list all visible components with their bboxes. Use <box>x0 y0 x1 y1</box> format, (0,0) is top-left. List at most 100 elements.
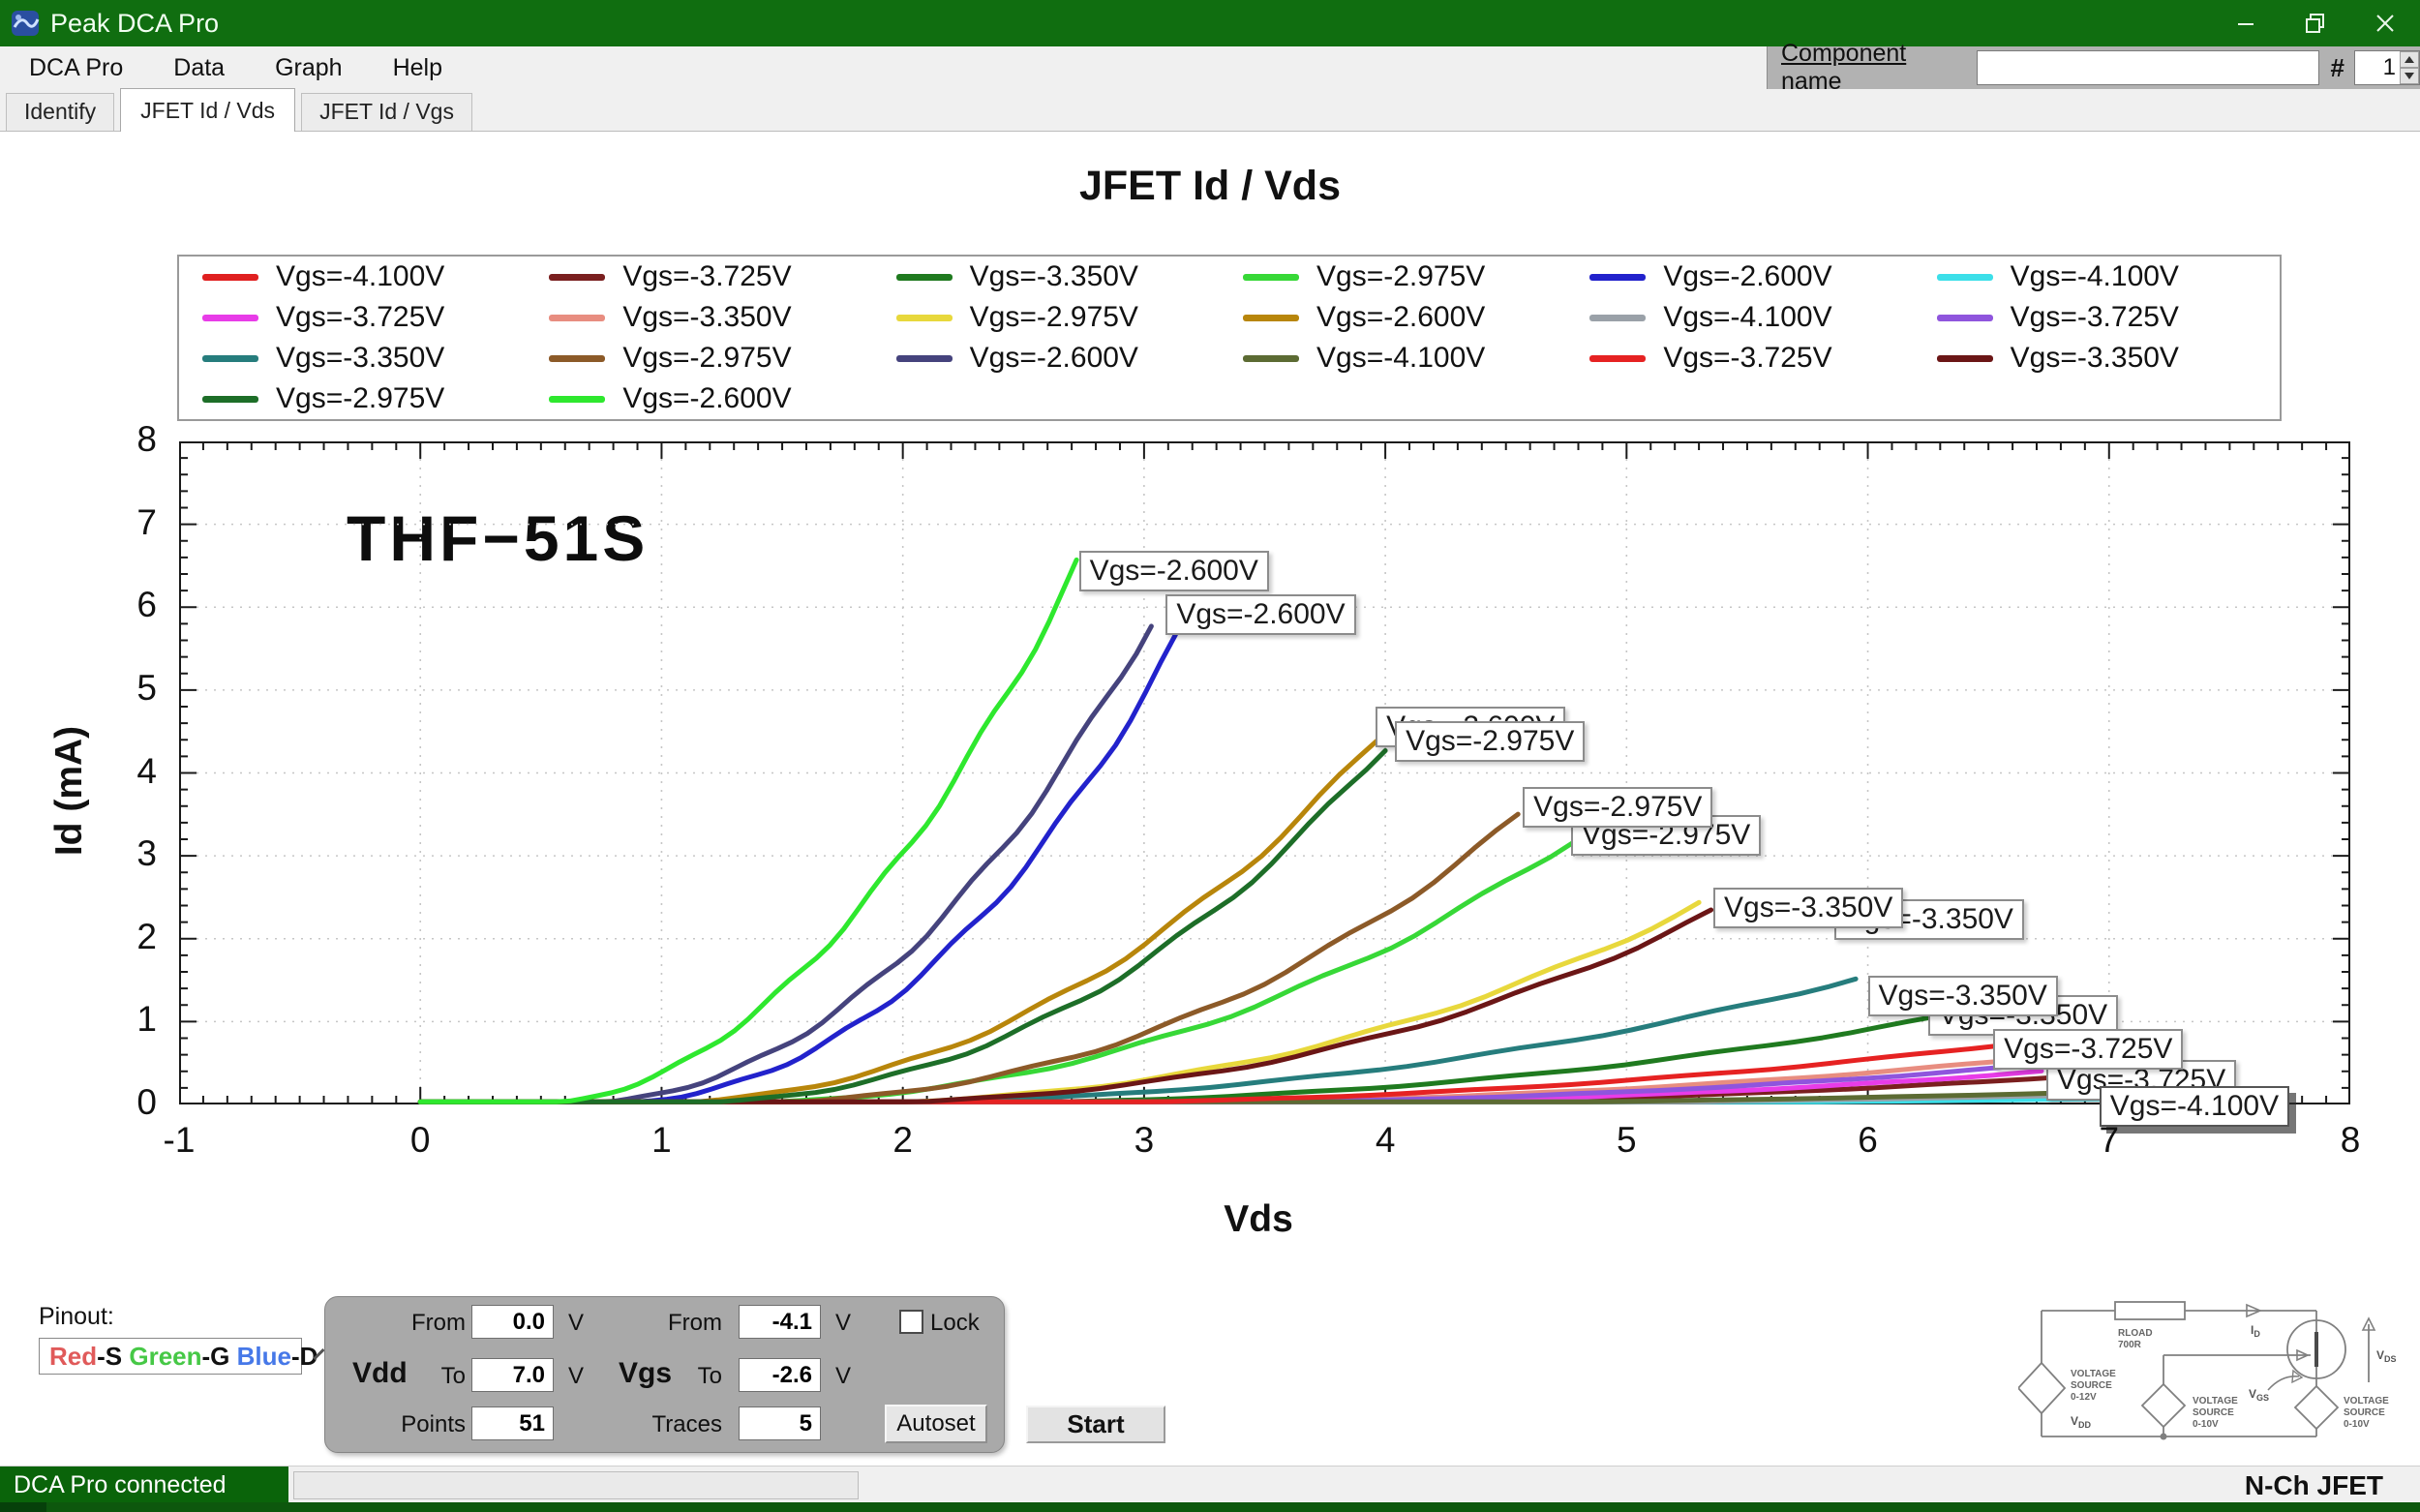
title-bar: Peak DCA Pro <box>0 0 2420 46</box>
vdd-to-input[interactable] <box>471 1358 554 1392</box>
legend-entry: Vgs=-2.600V <box>1229 297 1576 338</box>
tab-identify[interactable]: Identify <box>6 93 115 131</box>
legend-swatch <box>1243 273 1299 281</box>
legend-entry: Vgs=-3.350V <box>535 297 882 338</box>
spinner-down-button[interactable] <box>2400 68 2419 84</box>
component-annotation: THF−51S <box>347 502 650 574</box>
status-bar: DCA Pro connected N-Ch JFET <box>0 1466 2420 1503</box>
curve-end-label: Vgs=-2.975V <box>1395 720 1586 762</box>
close-button[interactable] <box>2350 0 2420 46</box>
legend-swatch <box>895 273 953 281</box>
plot-area: Vgs=-2.600VVgs=-2.600VVgs=-2.600VVgs=-2.… <box>179 441 2350 1128</box>
curve-end-label: Vgs=-3.725V <box>1993 1029 2184 1071</box>
legend-swatch <box>202 395 258 403</box>
legend-label: Vgs=-4.100V <box>2010 260 2179 292</box>
spinner-up-button[interactable] <box>2400 51 2419 68</box>
legend-entry: Vgs=-2.975V <box>883 297 1229 338</box>
tab-bar: Identify JFET Id / Vds JFET Id / Vgs <box>0 88 2420 132</box>
y-tick-label: 0 <box>136 1082 157 1122</box>
legend-swatch <box>1243 354 1299 362</box>
x-tick-label: 7 <box>2099 1120 2120 1160</box>
vgs-from-label: From <box>668 1310 722 1336</box>
component-number-spinner[interactable]: 1 <box>2354 50 2420 85</box>
vgs-label: Vgs <box>619 1357 673 1389</box>
menu-item-graph[interactable]: Graph <box>275 53 343 81</box>
vdd-label: Vdd <box>352 1357 408 1389</box>
pinout-label: Pinout: <box>39 1303 114 1330</box>
status-progress-panel <box>293 1471 859 1499</box>
measurement-circuit-diagram: RLOAD700RIDVDSVGSVOLTAGESOURCE0-12VVDDVO… <box>2018 1301 2397 1440</box>
legend-entry: Vgs=-4.100V <box>1229 338 1576 378</box>
pinout-part: Blue <box>236 1341 291 1371</box>
curve-end-label: Vgs=-2.975V <box>1523 787 1713 829</box>
minimize-button[interactable] <box>2211 0 2281 46</box>
traces-input[interactable] <box>739 1406 821 1440</box>
svg-text:VDD: VDD <box>2071 1414 2092 1430</box>
vgs-to-input[interactable] <box>739 1358 821 1392</box>
tab-jfet-id-vgs[interactable]: JFET Id / Vgs <box>301 93 472 131</box>
legend-swatch <box>1936 354 1993 362</box>
pinout-part: Red <box>49 1341 98 1371</box>
start-button[interactable]: Start <box>1026 1406 1165 1443</box>
legend-swatch <box>549 273 606 281</box>
svg-text:VOLTAGE: VOLTAGE <box>2071 1369 2116 1379</box>
legend-label: Vgs=-4.100V <box>1316 342 1486 374</box>
vgs-from-input[interactable] <box>739 1305 821 1339</box>
x-tick-label: 2 <box>892 1120 913 1160</box>
legend-swatch <box>895 354 953 362</box>
menu-item-dca-pro[interactable]: DCA Pro <box>29 53 124 81</box>
lock-label: Lock <box>930 1310 980 1336</box>
app-icon <box>12 11 40 36</box>
vdd-to-label: To <box>440 1363 466 1389</box>
bottom-accent-strip <box>0 1502 2420 1512</box>
legend-swatch <box>1589 314 1647 321</box>
svg-text:RLOAD: RLOAD <box>2118 1328 2153 1339</box>
y-tick-label: 1 <box>136 999 157 1040</box>
lock-checkbox[interactable] <box>899 1310 923 1334</box>
vdd-to-unit: V <box>568 1363 585 1389</box>
svg-text:ID: ID <box>2251 1323 2260 1339</box>
legend-label: Vgs=-2.600V <box>969 342 1138 374</box>
vdd-from-input[interactable] <box>471 1305 554 1339</box>
x-tick-label: 5 <box>1617 1120 1637 1160</box>
legend-label: Vgs=-4.100V <box>1663 301 1832 333</box>
tab-jfet-id-vds[interactable]: JFET Id / Vds <box>120 88 296 132</box>
menu-item-help[interactable]: Help <box>392 53 442 81</box>
svg-text:VOLTAGE: VOLTAGE <box>2193 1396 2238 1406</box>
legend-label: Vgs=-3.350V <box>2010 342 2179 374</box>
autoset-button[interactable]: Autoset <box>885 1405 987 1443</box>
legend-swatch <box>202 273 258 281</box>
legend-entry: Vgs=-3.350V <box>189 338 535 378</box>
svg-text:VOLTAGE: VOLTAGE <box>2344 1396 2389 1406</box>
legend-label: Vgs=-3.725V <box>1663 342 1832 374</box>
menu-item-data[interactable]: Data <box>173 53 226 81</box>
legend-label: Vgs=-3.350V <box>622 301 792 333</box>
plot-canvas <box>179 441 2350 1104</box>
legend-entry: Vgs=-3.725V <box>535 257 882 297</box>
y-tick-label: 8 <box>136 419 157 459</box>
legend-entry: Vgs=-3.350V <box>1923 338 2270 378</box>
restore-button[interactable] <box>2281 0 2350 46</box>
x-tick-label: 0 <box>409 1120 431 1160</box>
pinout-part: -D <box>290 1341 318 1371</box>
y-axis-title: Id (mA) <box>48 725 90 857</box>
vgs-to-unit: V <box>835 1363 852 1389</box>
svg-text:SOURCE: SOURCE <box>2071 1380 2112 1391</box>
legend-label: Vgs=-2.600V <box>1316 301 1486 333</box>
curve-end-label: Vgs=-4.100V <box>2099 1086 2290 1128</box>
legend-label: Vgs=-2.600V <box>1663 260 1832 292</box>
y-tick-label: 4 <box>136 750 157 791</box>
pinout-select[interactable]: Red -S Green -G Blue -D <box>39 1338 325 1375</box>
svg-text:0-12V: 0-12V <box>2071 1392 2097 1403</box>
legend-swatch <box>1589 354 1647 362</box>
points-input[interactable] <box>471 1406 554 1440</box>
svg-text:0-10V: 0-10V <box>2344 1419 2370 1430</box>
y-tick-label: 5 <box>136 667 157 708</box>
legend-swatch <box>549 354 606 362</box>
legend-swatch <box>1936 314 1993 321</box>
points-label: Points <box>401 1411 466 1437</box>
component-name-input[interactable] <box>1976 50 2319 85</box>
legend-label: Vgs=-3.725V <box>622 260 792 292</box>
device-type-status: N-Ch JFET <box>2244 1470 2383 1500</box>
